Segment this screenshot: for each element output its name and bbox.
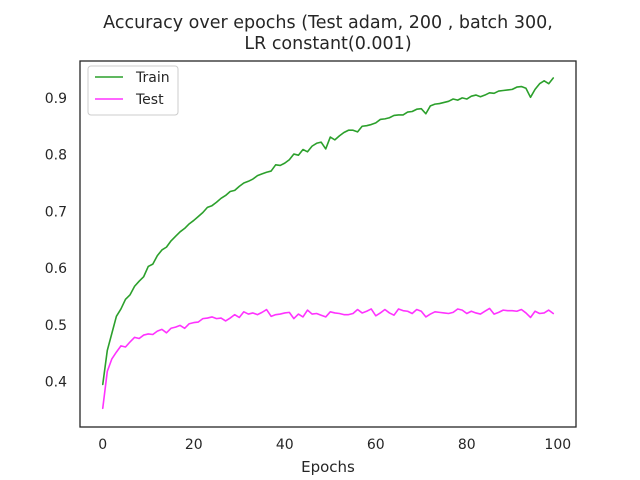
x-tick-label: 60	[367, 437, 385, 453]
x-tick-label: 80	[458, 437, 476, 453]
legend-box	[87, 65, 179, 116]
y-axis-ticks: 0.4 0.5 0.6 0.7 0.8 0.9	[45, 91, 67, 391]
series-line-train	[101, 77, 555, 386]
legend-label-test: Test	[135, 92, 164, 108]
legend-label-train: Train	[135, 70, 170, 86]
y-tick-label: 0.7	[45, 204, 67, 220]
y-tick-label: 0.6	[45, 261, 67, 277]
x-tick-label: 0	[98, 437, 107, 453]
y-tick-label: 0.5	[45, 318, 67, 334]
y-tick-label: 0.8	[45, 148, 67, 164]
plot-frame	[79, 60, 577, 428]
x-tick-label: 100	[544, 437, 571, 453]
series-layer	[101, 77, 555, 410]
x-tick-label: 40	[276, 437, 294, 453]
series-line-test	[101, 307, 555, 410]
y-tick-label: 0.9	[45, 91, 67, 107]
x-axis-label: Epochs	[301, 458, 355, 476]
chart-title-line-2: LR constant(0.001)	[244, 34, 411, 54]
legend: Train Test	[87, 65, 179, 116]
chart-title: Accuracy over epochs (Test adam, 200 , b…	[103, 13, 553, 54]
x-tick-label: 20	[185, 437, 203, 453]
y-tick-label: 0.4	[45, 375, 67, 391]
chart-title-line-1: Accuracy over epochs (Test adam, 200 , b…	[103, 13, 553, 33]
x-axis-ticks: 0 20 40 60 80 100	[98, 437, 571, 453]
